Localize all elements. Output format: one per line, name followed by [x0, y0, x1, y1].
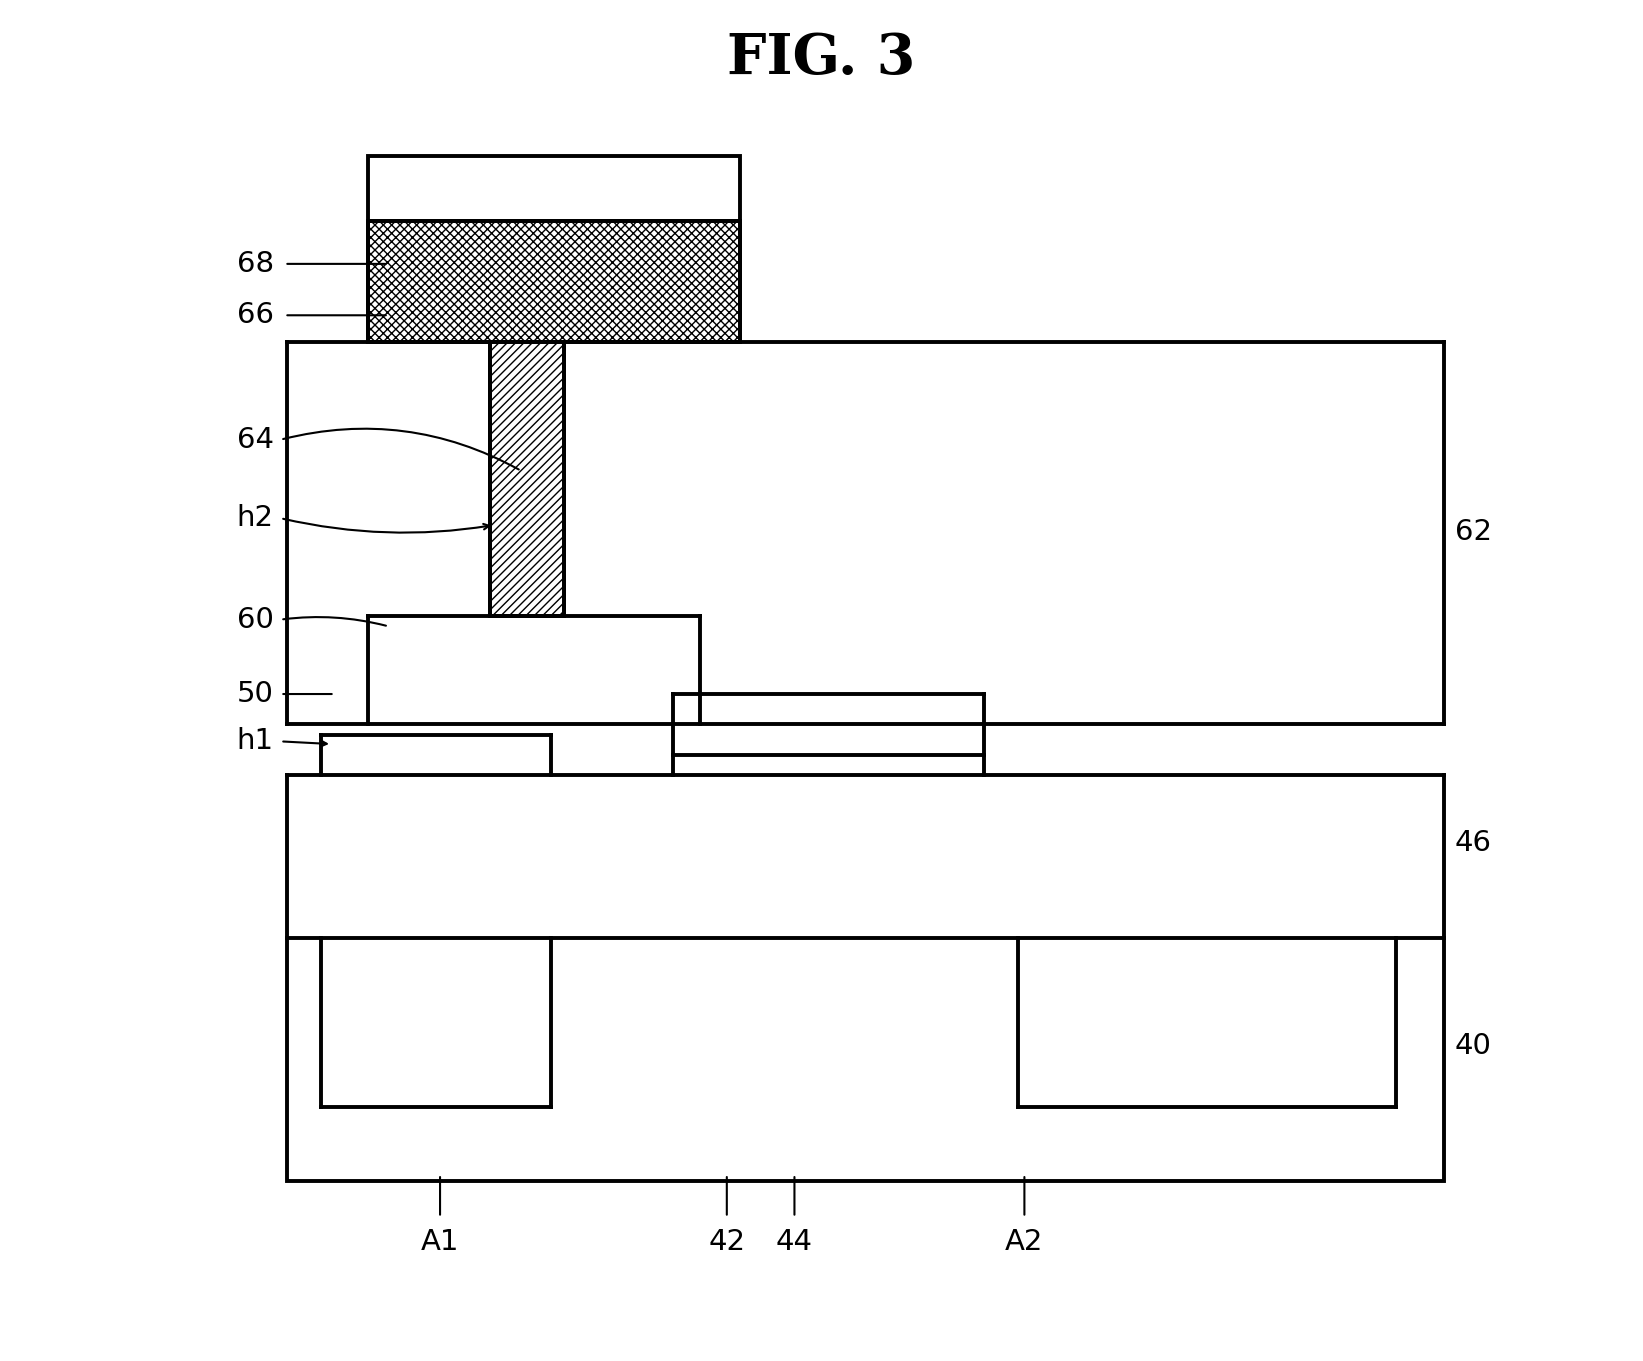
Text: FIG. 3: FIG. 3: [728, 31, 915, 86]
Text: 42: 42: [708, 1229, 746, 1256]
Bar: [368, 220, 741, 343]
Bar: [368, 155, 741, 220]
Text: 50: 50: [237, 680, 274, 708]
Text: A2: A2: [1006, 1229, 1043, 1256]
Text: 66: 66: [237, 301, 274, 329]
Text: 68: 68: [237, 250, 274, 278]
Text: h2: h2: [237, 504, 274, 532]
Bar: [288, 938, 1444, 1181]
Text: 64: 64: [237, 426, 274, 453]
Text: 44: 44: [775, 1229, 813, 1256]
Text: 46: 46: [1454, 829, 1492, 857]
Text: A1: A1: [421, 1229, 460, 1256]
Bar: [368, 220, 741, 343]
Bar: [490, 343, 565, 615]
Text: 62: 62: [1454, 517, 1492, 546]
Text: 60: 60: [237, 606, 274, 634]
Bar: [490, 343, 565, 615]
Text: h1: h1: [237, 727, 274, 755]
Text: 40: 40: [1454, 1032, 1492, 1060]
